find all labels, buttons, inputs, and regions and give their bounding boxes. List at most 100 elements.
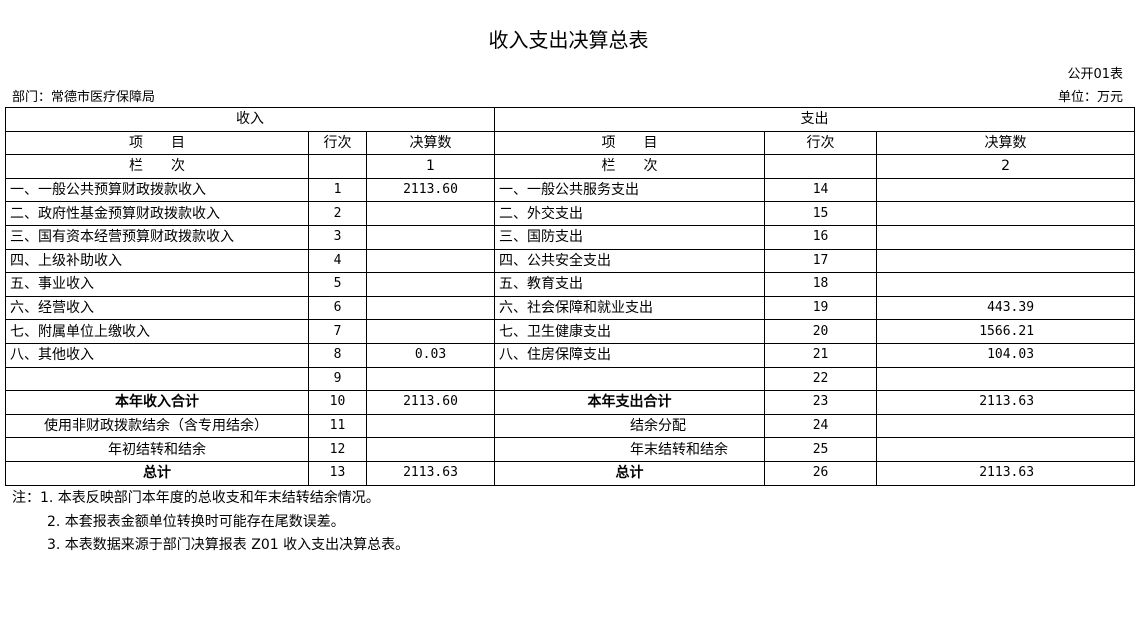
income-amount-header: 决算数 xyxy=(365,130,496,156)
note-1: 注：1. 本表反映部门本年度的总收支和年末结转结余情况。 xyxy=(12,490,380,506)
income-amount xyxy=(365,366,496,392)
income-amount xyxy=(365,437,496,462)
income-item: 年初结转和结余 xyxy=(5,437,309,462)
expense-item: 一、一般公共服务支出 xyxy=(494,177,766,203)
expense-amount xyxy=(876,366,1136,392)
table-row: 三、国有资本经营预算财政拨款收入 3 三、国防支出 16 xyxy=(5,224,1136,250)
income-item: 八、其他收入 xyxy=(5,342,309,368)
income-item: 使用非财政拨款结余（含专用结余） xyxy=(5,413,309,439)
expense-line-header: 行次 xyxy=(764,130,878,156)
income-amount: 2113.63 xyxy=(365,460,496,486)
table-row: 一、一般公共预算财政拨款收入 1 2113.60 一、一般公共服务支出 14 xyxy=(5,177,1136,203)
income-item: 总计 xyxy=(5,460,309,486)
expense-amount xyxy=(876,413,1136,439)
expense-item: 五、教育支出 xyxy=(494,272,766,297)
section-header-row: 收入 支出 xyxy=(4,107,1136,132)
expense-item: 七、卫生健康支出 xyxy=(494,319,766,344)
expense-item: 本年支出合计 xyxy=(494,390,766,415)
income-item: 二、政府性基金预算财政拨款收入 xyxy=(5,201,309,226)
income-line: 3 xyxy=(308,224,367,250)
expense-col-no: 2 xyxy=(876,154,1136,179)
expense-line: 20 xyxy=(764,319,878,344)
column-header-row: 项 目 行次 决算数 项 目 行次 决算数 xyxy=(5,130,1136,156)
expense-amount xyxy=(876,201,1136,226)
expense-line: 21 xyxy=(764,342,878,368)
income-amount xyxy=(365,224,496,250)
income-line-header: 行次 xyxy=(308,130,367,156)
income-line: 2 xyxy=(308,201,367,226)
expense-line: 14 xyxy=(764,177,878,203)
income-amount: 2113.60 xyxy=(365,177,496,203)
income-col-no: 1 xyxy=(365,154,496,179)
income-amount xyxy=(365,248,496,274)
income-item: 四、上级补助收入 xyxy=(5,248,309,274)
table-row: 使用非财政拨款结余（含专用结余） 11 结余分配 24 xyxy=(5,413,1136,439)
expense-item: 结余分配 xyxy=(494,413,766,439)
table-row: 年初结转和结余 12 年末结转和结余 25 xyxy=(5,437,1136,462)
income-item-header: 项 目 xyxy=(5,130,309,156)
table-row: 总计 13 2113.63 总计 26 2113.63 xyxy=(5,460,1136,486)
income-amount: 0.03 xyxy=(365,342,496,368)
expense-amount xyxy=(876,177,1136,203)
income-item: 一、一般公共预算财政拨款收入 xyxy=(5,177,309,203)
expense-item: 四、公共安全支出 xyxy=(494,248,766,274)
expense-row-label: 栏 次 xyxy=(494,154,766,179)
expense-header: 支出 xyxy=(494,107,1136,132)
expense-line: 17 xyxy=(764,248,878,274)
expense-line: 24 xyxy=(764,413,878,439)
table-row: 四、上级补助收入 4 四、公共安全支出 17 xyxy=(5,248,1136,274)
unit-label: 单位：万元 xyxy=(1057,90,1123,105)
expense-line: 18 xyxy=(764,272,878,297)
form-number: 公开01表 xyxy=(1067,67,1123,82)
income-item: 三、国有资本经营预算财政拨款收入 xyxy=(5,224,309,250)
budget-table: 收入 支出 项 目 行次 决算数 项 目 行次 决算数 栏 次 1 栏 次 2 … xyxy=(4,107,1136,486)
empty-cell xyxy=(764,154,878,179)
expense-item: 二、外交支出 xyxy=(494,201,766,226)
table-row: 9 22 xyxy=(5,366,1136,392)
expense-line: 22 xyxy=(764,366,878,392)
expense-amount: 104.03 xyxy=(876,342,1136,368)
table-row: 本年收入合计 10 2113.60 本年支出合计 23 2113.63 xyxy=(5,390,1136,415)
notes: 注：1. 本表反映部门本年度的总收支和年末结转结余情况。 2. 本套报表金额单位… xyxy=(12,487,409,558)
income-line: 5 xyxy=(308,272,367,297)
income-line: 11 xyxy=(308,413,367,439)
expense-line: 25 xyxy=(764,437,878,462)
income-line: 8 xyxy=(308,342,367,368)
income-amount xyxy=(365,272,496,297)
income-line: 10 xyxy=(308,390,367,415)
expense-line: 19 xyxy=(764,295,878,321)
department-label: 部门：常德市医疗保障局 xyxy=(12,90,156,105)
expense-amount xyxy=(876,248,1136,274)
income-line: 13 xyxy=(308,460,367,486)
column-number-row: 栏 次 1 栏 次 2 xyxy=(5,154,1136,179)
note-2: 2. 本套报表金额单位转换时可能存在尾数误差。 xyxy=(47,513,345,530)
expense-amount xyxy=(876,224,1136,250)
expense-line: 23 xyxy=(764,390,878,415)
expense-amount xyxy=(876,437,1136,462)
income-line: 9 xyxy=(308,366,367,392)
income-item xyxy=(5,366,309,392)
expense-amount: 443.39 xyxy=(876,295,1136,321)
income-row-label: 栏 次 xyxy=(5,154,309,179)
expense-amount-header: 决算数 xyxy=(876,130,1136,156)
income-amount xyxy=(365,413,496,439)
expense-amount: 1566.21 xyxy=(876,319,1136,344)
income-amount xyxy=(365,295,496,321)
income-line: 6 xyxy=(308,295,367,321)
income-line: 4 xyxy=(308,248,367,274)
expense-item: 三、国防支出 xyxy=(494,224,766,250)
table-row: 六、经营收入 6 六、社会保障和就业支出 19 443.39 xyxy=(5,295,1136,321)
expense-item: 六、社会保障和就业支出 xyxy=(494,295,766,321)
expense-item: 年末结转和结余 xyxy=(494,437,766,462)
income-header: 收入 xyxy=(4,107,496,132)
income-amount xyxy=(365,201,496,226)
income-line: 1 xyxy=(308,177,367,203)
income-amount xyxy=(365,319,496,344)
income-item: 五、事业收入 xyxy=(5,272,309,297)
expense-line: 15 xyxy=(764,201,878,226)
expense-amount: 2113.63 xyxy=(876,390,1136,415)
expense-amount xyxy=(876,272,1136,297)
expense-amount: 2113.63 xyxy=(876,460,1136,486)
table-row: 五、事业收入 5 五、教育支出 18 xyxy=(5,272,1136,297)
income-item: 六、经营收入 xyxy=(5,295,309,321)
